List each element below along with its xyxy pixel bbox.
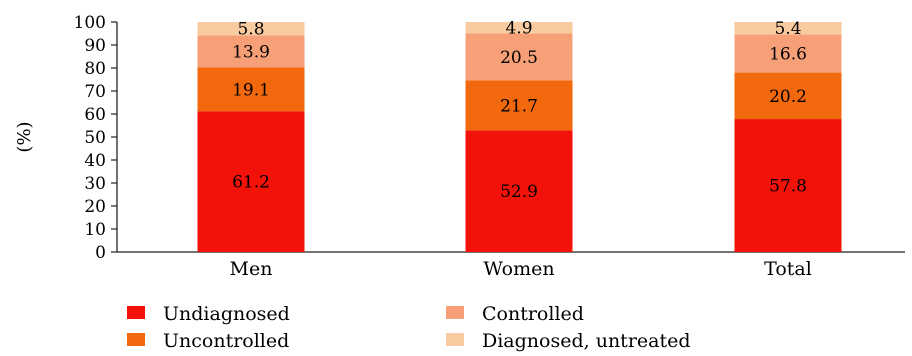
bar-segment <box>734 119 842 252</box>
y-tick-label: 40 <box>84 151 106 171</box>
bar-value-label: 4.9 <box>505 19 532 39</box>
legend: Undiagnosed Uncontrolled Controlled Diagnos… <box>127 303 691 352</box>
y-tick-label: 60 <box>84 105 106 125</box>
bars: 61.2 19.1 13.95.8 52.9 21.7 20.5 4.9 57.8 20.2 16… <box>197 19 842 253</box>
legend-swatch <box>446 333 464 346</box>
legend-swatch <box>127 306 145 319</box>
bar-segment <box>465 33 573 81</box>
bar-value-label: 20.5 <box>500 48 538 68</box>
bar-value-label: 61.2 <box>232 173 270 193</box>
bar-value-label: 52.9 <box>500 182 538 202</box>
bar-value-label: 20.2 <box>769 87 807 107</box>
bar-segment <box>734 72 842 120</box>
y-tick-label: 20 <box>84 197 106 217</box>
legend-label: Diagnosed, untreated <box>482 330 691 352</box>
legend-label: Undiagnosed <box>163 303 290 325</box>
y-tick-label: 30 <box>84 174 106 194</box>
x-category-label: Women <box>483 258 554 280</box>
bar-segment <box>197 35 305 68</box>
x-category-label: Total <box>764 258 812 280</box>
bar-value-label: 21.7 <box>500 96 538 116</box>
bar-segment <box>465 22 573 34</box>
y-tick-label: 70 <box>84 82 106 102</box>
y-tick-label: 10 <box>84 220 106 240</box>
y-tick-label: 90 <box>84 36 106 56</box>
bar-value-label: 19.1 <box>232 80 270 100</box>
bar-segment <box>734 34 842 73</box>
legend-label: Uncontrolled <box>163 330 289 352</box>
bar-value-label: 13.9 <box>232 42 270 62</box>
y-tick-label: 80 <box>84 59 106 79</box>
y-tick-label: 50 <box>84 128 106 148</box>
bar-segment <box>197 111 305 253</box>
bar-value-label: 16.6 <box>769 45 807 65</box>
legend-swatch <box>446 306 464 319</box>
y-axis-label: (%) <box>14 121 35 152</box>
x-category-label: Men <box>230 258 273 280</box>
category-labels: Men Women Total <box>230 258 812 280</box>
bar-value-label: 5.8 <box>237 20 264 40</box>
y-tick-label: 100 <box>74 13 106 33</box>
bar-segment <box>465 80 573 131</box>
bar-value-label: 5.4 <box>774 19 801 39</box>
bar-segment <box>465 130 573 252</box>
bar-value-label: 57.8 <box>769 177 807 197</box>
y-tick-label: 0 <box>95 243 106 263</box>
bar-segment <box>197 22 305 36</box>
legend-label: Controlled <box>482 303 584 325</box>
axes: 0 10 20 30 40 50 60 70 80 90 100 <box>74 13 905 263</box>
legend-swatch <box>127 333 145 346</box>
bar-segment <box>734 22 842 35</box>
bar-segment <box>197 67 305 112</box>
